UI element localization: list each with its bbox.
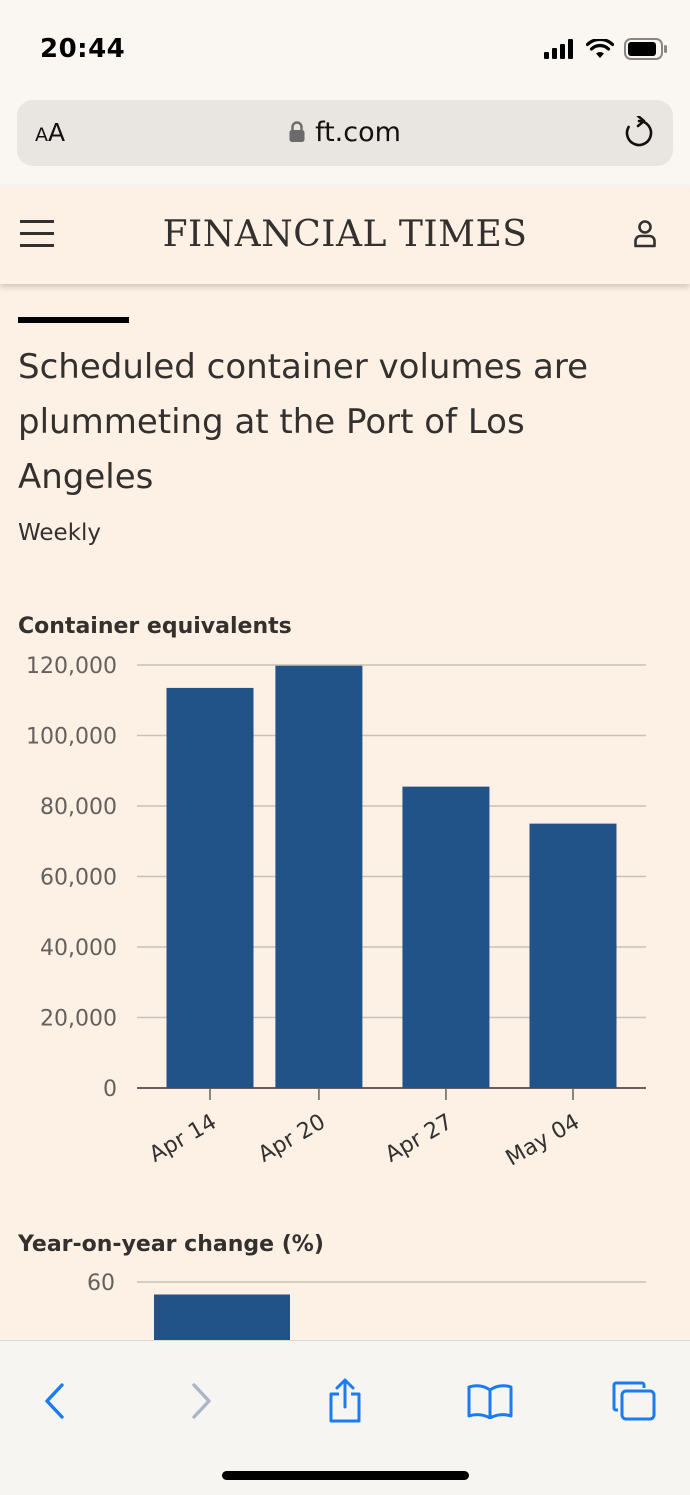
- tabs-icon: [612, 1381, 656, 1421]
- browser-top-bar: AA ft.com: [0, 92, 690, 186]
- forward-button[interactable]: [172, 1371, 232, 1431]
- text-size-button[interactable]: AA: [35, 118, 66, 147]
- y-tick-label: 80,000: [40, 795, 117, 820]
- url-display[interactable]: ft.com: [17, 117, 673, 150]
- status-icons: [544, 36, 668, 62]
- chevron-right-icon: [192, 1383, 211, 1419]
- article-title: Scheduled container volumes are plummeti…: [18, 347, 588, 497]
- status-bar: 20:44: [0, 0, 690, 92]
- battery-icon: [624, 38, 667, 60]
- x-tick-label: May 04: [502, 1110, 584, 1172]
- address-bar[interactable]: AA ft.com: [17, 100, 673, 166]
- container-volumes-chart: 0 20,000 40,000 60,000 80,000 100,000 120,000 A…: [26, 654, 646, 1172]
- tabs-button[interactable]: [604, 1371, 664, 1431]
- book-icon: [467, 1384, 513, 1419]
- bar: [402, 786, 490, 1088]
- share-icon: [329, 1378, 361, 1423]
- home-indicator: [222, 1471, 469, 1480]
- yoy-change-chart: 60: [87, 1271, 646, 1342]
- y-tick-label: 40,000: [40, 936, 117, 961]
- masthead-logo[interactable]: FINANCIAL TIMES: [162, 214, 528, 255]
- bookmarks-button[interactable]: [460, 1371, 520, 1431]
- x-tick-label: Apr 14: [145, 1110, 221, 1168]
- reload-icon[interactable]: [623, 114, 655, 154]
- menu-icon[interactable]: [20, 220, 54, 248]
- status-time: 20:44: [40, 34, 126, 64]
- wifi-icon: [586, 39, 614, 58]
- browser-toolbar: [0, 1340, 690, 1495]
- site-header: FINANCIAL TIMES: [0, 186, 690, 284]
- title-rule: [18, 317, 129, 323]
- url-text: ft.com: [315, 117, 401, 148]
- y-tick-label: 120,000: [26, 654, 117, 679]
- x-tick-label: Apr 20: [254, 1110, 330, 1168]
- y-tick-label: 100,000: [26, 725, 117, 750]
- chevron-left-icon: [45, 1383, 64, 1419]
- share-button[interactable]: [315, 1371, 375, 1431]
- chart-2-ylabel: Year-on-year change (%): [18, 1232, 324, 1257]
- bar: [154, 1294, 290, 1342]
- bar: [529, 823, 617, 1088]
- bar: [166, 687, 254, 1088]
- chart-1-ylabel: Container equivalents: [18, 614, 292, 639]
- y-tick-label: 20,000: [40, 1007, 117, 1032]
- y-tick-label: 0: [103, 1077, 117, 1102]
- back-button[interactable]: [24, 1371, 84, 1431]
- y-tick-label: 60: [87, 1271, 115, 1296]
- article-subtitle: Weekly: [18, 520, 102, 546]
- cellular-signal-icon: [544, 39, 573, 59]
- account-icon[interactable]: [634, 220, 656, 252]
- x-tick-label: Apr 27: [381, 1110, 457, 1168]
- y-tick-label: 60,000: [40, 866, 117, 891]
- lock-icon: [289, 119, 305, 150]
- bar: [275, 665, 363, 1088]
